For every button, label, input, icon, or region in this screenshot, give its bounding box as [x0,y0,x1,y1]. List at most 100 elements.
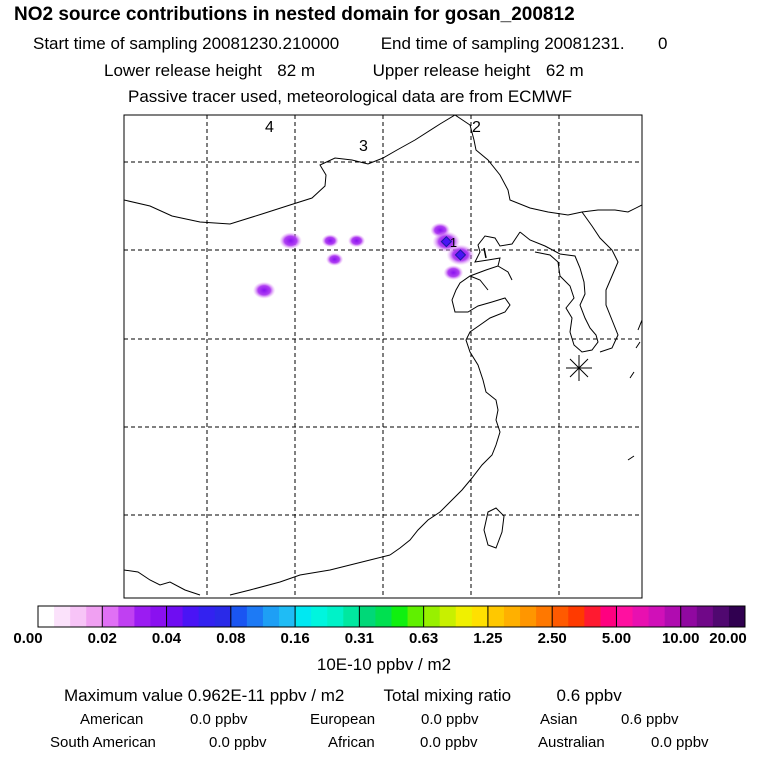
colorbar-cell [118,606,135,627]
plume-7 [443,265,464,281]
colorbar-cell [295,606,312,627]
colorbar-cell [86,606,103,627]
plume-layer [252,222,475,299]
region-south-american-value: 0.0 ppbv [209,734,267,751]
colorbar-cell [311,606,328,627]
start-time-value: 20081230.210000 [202,34,340,53]
receptor-asterisk [566,355,592,381]
colorbar-cell [712,606,730,627]
end-time-value-2: 0 [658,34,668,53]
map-label-4: 4 [265,119,274,136]
max-value: 0.962E-11 ppbv / m2 [187,686,345,705]
end-time-label: End time of sampling [380,34,540,53]
colorbar-cell [198,606,216,627]
upper-height-value: 62 m [545,61,584,80]
colorbar-cell [246,606,264,627]
colorbar-frame [37,605,746,628]
colorbar-tick-label: 0.63 [409,630,439,647]
end-time-value: 20081231. [544,34,625,53]
colorbar-cell [552,606,569,627]
region-name: South American [50,734,156,751]
lower-height-value: 82 m [277,61,316,80]
colorbar-cell [70,606,87,627]
colorbar-cell [182,606,200,627]
south-coast [124,554,391,596]
colorbar-cell [471,606,489,627]
plume-3 [347,234,366,248]
map-label-1: 1 [450,235,457,250]
colorbar-tick-label: 0.04 [151,630,182,647]
region-asian-value: 0.6 ppbv [621,711,679,728]
colorbar-cell [568,606,585,627]
colorbar-cell [214,606,232,627]
region-name: African [328,734,375,751]
plume-9 [252,281,276,299]
colorbar-cell [166,606,184,627]
colorbar-cell [359,606,376,627]
chart-title: NO2 source contributions in nested domai… [14,4,575,25]
colorbar-cell [327,606,344,627]
colorbar [37,605,746,628]
plume-core-5 [440,235,453,248]
total-mixing-value: 0.6 ppbv [556,686,622,705]
colorbar-cell [680,606,698,627]
colorbar-cell [520,606,537,627]
colorbar-tick-label: 0.02 [87,630,117,647]
colorbar-cell [391,606,409,627]
colorbar-cell [503,606,521,627]
region-asian: Asian [540,711,578,728]
colorbar-cell [134,606,151,627]
colorbar-cell [102,606,119,627]
korea-coast [519,231,599,353]
colorbar-cell [600,606,617,627]
plume-core-6 [454,249,467,261]
bohai-coast [469,265,513,291]
region-african-value: 0.0 ppbv [420,734,478,751]
source-1-pointer [483,247,487,259]
colorbar-cell [536,606,553,627]
summary-line: Maximum value 0.962E-11 ppbv / m2 Total … [64,686,622,706]
region-south-american: South American [50,734,156,751]
colorbar-cell [230,606,248,627]
colorbar-tick-label: 5.00 [601,630,632,647]
colorbar-cell [487,606,505,627]
colorbar-tick-label: 1.25 [473,630,503,647]
tracer-note: Passive tracer used, meteorological data… [128,87,573,106]
colorbar-cell [664,606,682,627]
lower-height-label: Lower release height [104,61,262,80]
taiwan [483,507,505,549]
plume-8 [325,252,344,266]
region-european: European [310,711,375,728]
plume-2 [321,234,339,248]
region-name: Australian [538,734,605,751]
colorbar-cell [648,606,666,627]
map-label-2: 2 [472,119,481,136]
colorbar-cell [150,606,168,627]
sampling-time-line: Start time of sampling 20081230.210000 E… [33,34,668,54]
colorbar-tick-label: 2.50 [537,630,567,647]
region-name: Asian [540,711,578,728]
colorbar-cell [343,606,360,627]
region-american-value: 0.0 ppbv [190,711,248,728]
map-label-3: 3 [359,138,368,155]
region-american: American [80,711,143,728]
colorbar-cell [375,606,392,627]
upper-height-label: Upper release height [372,61,531,80]
plume-1 [279,232,302,250]
release-height-line: Lower release height 82 m Upper release … [104,61,584,81]
colorbar-cell [616,606,634,627]
colorbar-cell [696,606,714,627]
map-frame [123,114,643,599]
region-australian-value: 0.0 ppbv [651,734,709,751]
korea-east [581,211,619,353]
colorbar-cell [728,606,746,627]
colorbar-tick-label: 10.00 [661,630,700,647]
colorbar-tick-label: 0.31 [344,630,374,647]
start-time-label: Start time of sampling [33,34,198,53]
region-african: African [328,734,375,751]
max-value-label: Maximum value [64,686,184,705]
colorbar-cell [54,606,71,627]
colorbar-cell [38,606,55,627]
colorbar-tick-label: 0.08 [216,630,246,647]
